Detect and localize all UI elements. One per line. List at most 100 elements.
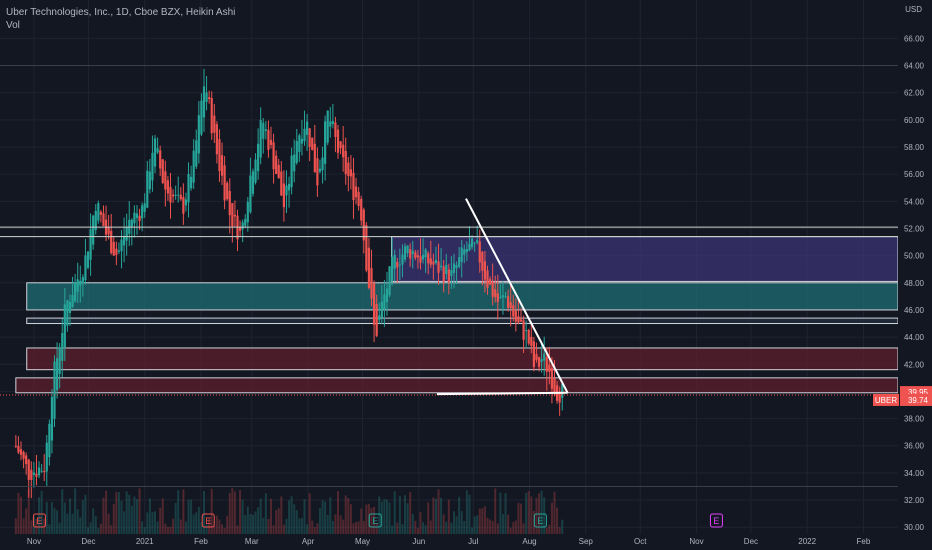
volume-bar: [43, 518, 46, 534]
candle-body: [336, 129, 340, 153]
candle-body: [421, 254, 425, 260]
candle-body: [117, 250, 121, 252]
volume-bar: [486, 517, 489, 534]
candle-body: [326, 110, 329, 143]
earnings-marker-label: E: [537, 516, 543, 526]
candle-body: [318, 168, 322, 172]
volume-bar: [146, 512, 149, 534]
candle-body: [543, 353, 546, 361]
volume-bar: [257, 507, 260, 534]
volume-bar: [558, 527, 561, 534]
candle-body: [416, 255, 420, 258]
volume-bar: [409, 491, 412, 534]
volume-bar: [138, 488, 141, 534]
candle-body: [385, 288, 389, 302]
volume-bar: [20, 496, 23, 534]
candle-body: [37, 467, 41, 476]
candle-body: [257, 143, 260, 172]
candle-body: [89, 229, 92, 260]
candle-body: [334, 122, 337, 137]
candle-body: [208, 97, 211, 99]
trendlines[interactable]: [436, 198, 569, 396]
drawing-zones[interactable]: [15, 236, 899, 394]
candle-body: [94, 210, 97, 231]
volume-bar: [221, 524, 224, 534]
symbol-title[interactable]: Uber Technologies, Inc., 1D, Cboe BZX, H…: [6, 7, 236, 18]
volume-bar: [465, 490, 468, 534]
candle-body: [213, 115, 216, 133]
volume-bar: [442, 514, 445, 534]
candle-body: [55, 358, 59, 391]
volume-bar: [254, 511, 257, 534]
volume-bar: [306, 524, 309, 534]
volume-bar: [63, 502, 66, 534]
candle-body: [40, 470, 43, 472]
volume-bar: [527, 491, 530, 534]
candle-body: [269, 139, 273, 145]
volume-bar: [246, 506, 249, 534]
volume-bar: [161, 498, 164, 534]
volume-bar: [30, 520, 33, 534]
zone-red-zone-upper: [26, 347, 899, 371]
candle-body: [264, 129, 267, 131]
volume-bar: [548, 525, 551, 534]
trendline: [436, 391, 568, 396]
candle-body: [509, 302, 512, 309]
candle-body: [159, 150, 162, 169]
candle-body: [517, 316, 520, 323]
candle-body: [68, 301, 72, 313]
candle-body: [233, 214, 237, 217]
volume-bar: [251, 514, 254, 534]
chart-legend: Uber Technologies, Inc., 1D, Cboe BZX, H…: [6, 6, 235, 32]
price-axis[interactable]: USD30.0032.0034.0036.0038.0040.0042.0044…: [898, 0, 932, 550]
candle-body: [161, 159, 164, 184]
volume-bar: [509, 527, 512, 534]
candle-body: [352, 172, 355, 201]
candle-body: [43, 471, 46, 473]
y-tick-label: 34.00: [904, 469, 925, 478]
volume-bar: [58, 522, 61, 534]
y-tick-label: 30.00: [904, 523, 925, 532]
x-tick-label: Dec: [744, 537, 758, 546]
candle-body: [285, 185, 288, 196]
candle-body: [282, 183, 285, 208]
candle-body: [200, 100, 203, 135]
volume-bar: [244, 514, 247, 534]
earnings-marker: [201, 513, 215, 528]
volume-bar: [550, 502, 553, 534]
candle-body: [329, 121, 332, 127]
volume-bar: [262, 517, 265, 534]
volume-bar: [494, 488, 497, 534]
ticker-price-badge: [900, 393, 932, 406]
volume-bar: [298, 518, 301, 534]
volume-bar: [396, 522, 399, 534]
y-tick-label: 64.00: [904, 62, 925, 71]
volume-bar: [115, 491, 118, 534]
candle-body: [218, 139, 221, 172]
candle-body: [540, 359, 543, 362]
volume-bar: [148, 498, 151, 534]
candle-body: [97, 203, 100, 221]
candle-body: [169, 186, 172, 203]
y-tick-label: 56.00: [904, 170, 925, 179]
candle-body: [494, 289, 497, 298]
volume-label[interactable]: Vol: [6, 20, 20, 31]
volume-bar: [208, 518, 211, 534]
candle-body: [300, 138, 304, 144]
horizontal-lines[interactable]: [0, 65, 898, 487]
x-tick-label: Jun: [412, 537, 425, 546]
candle-body: [197, 115, 200, 154]
volume-bar: [81, 500, 84, 534]
ticker-text: UBER: [875, 396, 897, 405]
volume-bar: [226, 515, 229, 534]
time-axis[interactable]: Nov Dec 2021 Feb Mar Apr May Jun Jul Aug Sep Oct Nov…: [0, 534, 932, 550]
volume-bar: [406, 503, 409, 534]
candle-body: [488, 279, 492, 285]
volume-bar: [128, 494, 131, 534]
zone-purple-range: [391, 236, 899, 282]
candle-body: [470, 238, 474, 248]
volume-bar: [365, 504, 368, 534]
volume-bar: [535, 497, 538, 534]
